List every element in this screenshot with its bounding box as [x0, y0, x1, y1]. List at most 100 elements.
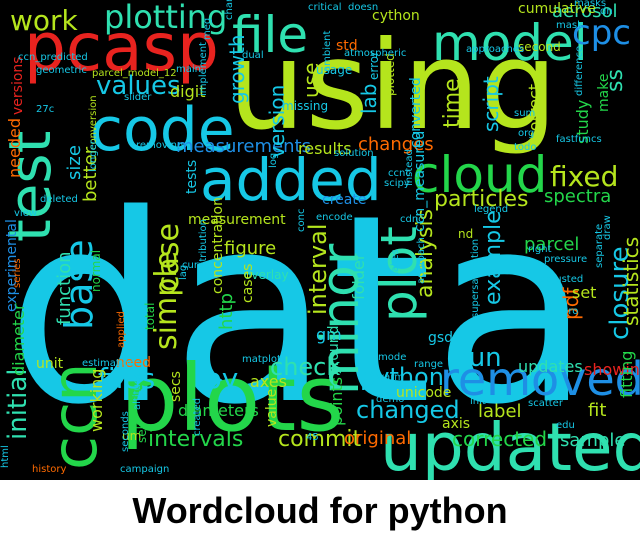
word-atmospheric: atmospheric: [344, 48, 406, 59]
word-unit: unit: [36, 356, 64, 372]
word-fixed: fixed: [550, 160, 618, 193]
word-instead: instead: [404, 149, 415, 186]
word-working: working: [87, 369, 106, 432]
word-interval: interval: [304, 224, 332, 316]
word-distribution: distribution: [198, 219, 209, 276]
word-ground: ground: [326, 325, 342, 375]
word-showing: showing: [584, 360, 640, 379]
word-original: original: [344, 428, 411, 449]
word-lab: lab: [357, 83, 381, 114]
word-cases: cases: [240, 264, 256, 303]
word-axes: axes: [250, 372, 287, 391]
word-nd: nd: [458, 227, 473, 241]
word-slider: slider: [124, 92, 152, 103]
word-implement: implement: [198, 42, 209, 96]
word-experimental: experimental: [4, 219, 20, 312]
word-model: model: [432, 14, 588, 72]
word-intervals: intervals: [148, 427, 243, 452]
word-view: view: [14, 208, 37, 219]
word-matplotlib: matplotlib: [242, 354, 293, 365]
word-todo: todo: [514, 142, 537, 153]
word-example: example: [481, 210, 506, 305]
word-ccnc: ccnc: [388, 168, 411, 179]
word-conc: conc: [296, 209, 307, 232]
word-function: function: [54, 251, 75, 325]
word-value: value: [264, 389, 280, 427]
word-changed: changed: [356, 396, 460, 424]
word-python: python: [360, 363, 444, 391]
word-aerosol: aerosol: [552, 1, 618, 22]
word-lag: lag: [178, 265, 189, 280]
word-use: use: [299, 63, 323, 98]
word-usage: usage: [316, 63, 352, 77]
word-updated: updated: [380, 409, 640, 480]
word-needed: needed: [5, 118, 24, 178]
word-total: total: [143, 303, 157, 330]
word-size: size: [64, 145, 85, 180]
word-campaign: campaign: [120, 464, 169, 475]
word-measurements: measurements: [176, 136, 311, 157]
word-cdnc: cdnc: [400, 214, 424, 225]
word-doesn: doesn: [348, 2, 378, 13]
word-plotted: plotted: [383, 53, 397, 96]
word-pcasp: pcasp: [24, 9, 219, 86]
word-py: py: [204, 362, 238, 395]
word-warm: warm: [376, 372, 404, 383]
word-longer: longer: [88, 139, 99, 172]
word-self: self: [135, 421, 149, 443]
word-check: check: [270, 353, 340, 381]
word-using: using: [228, 15, 558, 157]
word-analysis: analysis: [413, 209, 438, 298]
word-supersaturation: supersaturation: [470, 239, 481, 318]
word-removing: removing: [136, 140, 183, 151]
word-approaches: approaches: [466, 44, 524, 55]
word-normal: normal: [89, 250, 103, 292]
word-code: code: [90, 95, 235, 165]
word-mask: mask: [556, 20, 583, 31]
word-create: create: [322, 192, 366, 208]
word-diameters: diameters: [178, 401, 259, 420]
word-ss: ss: [603, 69, 628, 92]
word-values: values: [96, 71, 181, 101]
word-mode: mode: [378, 352, 406, 363]
word-geometric: geometric: [36, 65, 87, 76]
word-dual: dual: [242, 50, 264, 61]
word-make: make: [596, 74, 612, 112]
word-parcel: parcel: [524, 234, 579, 255]
word-init: init: [470, 396, 486, 407]
word-ambient: ambient: [322, 31, 333, 72]
word-std: std: [336, 38, 358, 54]
word-fit: fit: [588, 400, 606, 421]
word-pdf: pdf: [559, 287, 583, 320]
word-added: added: [200, 146, 382, 214]
word-converted: converted: [408, 77, 424, 148]
word-axis: axis: [442, 416, 470, 432]
word-estimation: estimation: [82, 358, 135, 369]
word-test: test: [0, 131, 64, 242]
word-work: work: [10, 4, 79, 37]
word-gm: gm: [316, 325, 342, 344]
word-edu: edu: [556, 420, 575, 431]
word-base: base: [57, 239, 101, 330]
word-http: http: [216, 293, 237, 330]
word-created: created: [192, 398, 203, 436]
word-channels: channels: [224, 0, 235, 20]
word-sample: sample: [560, 430, 625, 451]
word-overlay: overlay: [244, 268, 289, 282]
word-encode: encode: [316, 212, 353, 223]
word-plots: plots: [120, 345, 344, 452]
word-conversion: conversion: [88, 95, 99, 150]
word-critical: critical: [308, 2, 342, 13]
word-error: error: [367, 51, 381, 80]
word-scipy: scipy: [384, 178, 410, 189]
wordcloud: data using plots updated pcasp code added file m…: [0, 0, 640, 480]
word-parcel-model-12: parcel_model_12: [92, 68, 177, 79]
word-html: html: [0, 445, 11, 468]
word-run: run: [458, 343, 502, 373]
word-time: time: [440, 78, 465, 128]
word-cloud: cloud: [412, 146, 547, 204]
word-scatter: scatter: [528, 398, 564, 409]
word-history: history: [32, 464, 66, 475]
word-27c: 27c: [36, 104, 54, 115]
word-diameter: diameter: [9, 303, 28, 376]
